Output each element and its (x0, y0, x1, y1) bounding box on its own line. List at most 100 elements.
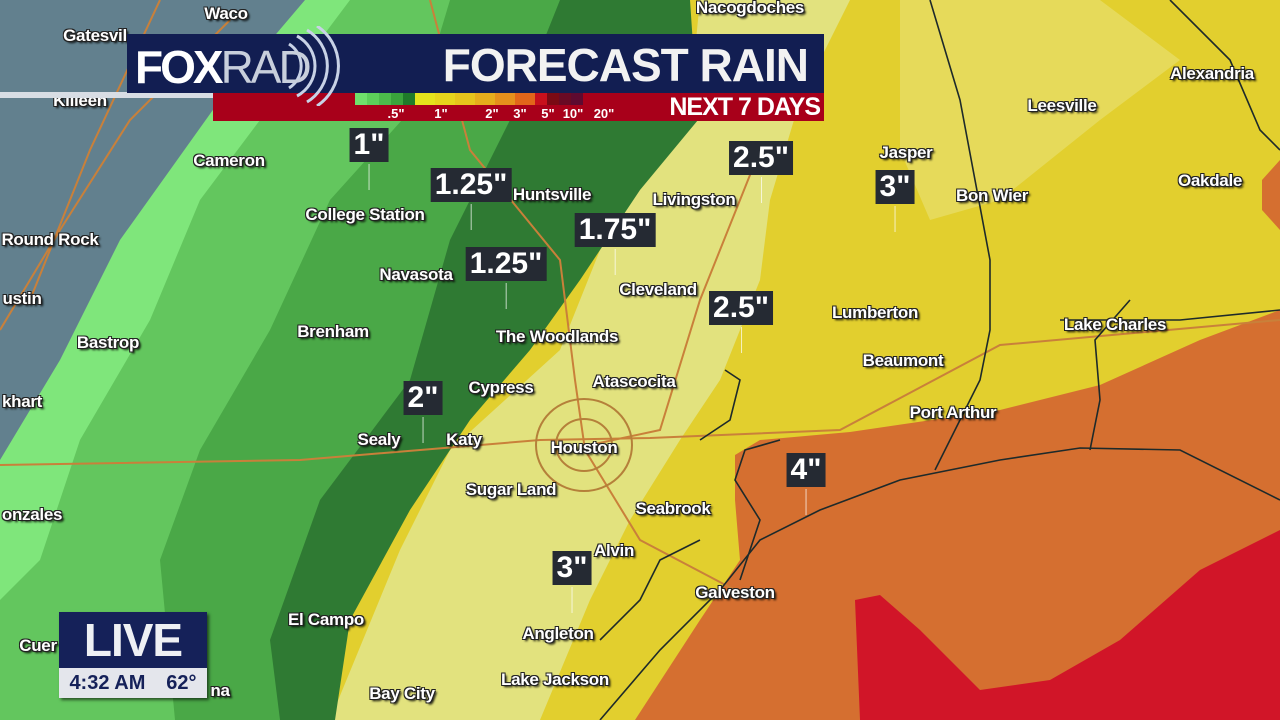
leader-line (761, 177, 762, 203)
city-label: Galveston (695, 583, 775, 602)
rain-total-value: 1" (349, 128, 389, 162)
time-temp-bar: 4:32 AM 62° (59, 668, 207, 698)
band-red-north (1262, 160, 1280, 230)
city-label: Bastrop (76, 333, 140, 352)
legend-swatch (403, 93, 415, 105)
leader-line (894, 206, 896, 232)
band-slate (0, 0, 305, 460)
city-label: Port Arthur (909, 403, 997, 422)
city-label: Livingston (652, 190, 736, 209)
city-label: Huntsville (512, 185, 592, 204)
legend-label: 1" (434, 106, 448, 121)
legend-swatch (455, 93, 475, 105)
legend-swatch (367, 93, 379, 105)
city-label: Alexandria (1170, 64, 1254, 83)
city-label: Bon Wier (955, 186, 1029, 205)
legend-swatch (495, 93, 515, 105)
city-label: Nacogdoches (695, 0, 805, 17)
forecast-header: FOXRAD FORECAST RAIN .5" 1" 2" 3" 5" 10"… (0, 26, 824, 122)
city-label: Waco (204, 4, 248, 23)
city-label: Cameron (193, 151, 265, 170)
rain-total-value: 3" (875, 170, 915, 204)
header-title-bar (127, 34, 824, 93)
city-label: El Campo (287, 610, 365, 629)
city-label: Alvin (593, 541, 635, 560)
city-label: Katy (446, 430, 482, 449)
legend-label: 5" (541, 106, 555, 121)
legend-swatch (515, 93, 535, 105)
rain-total: 2" (403, 381, 443, 443)
city-label: Leesville (1027, 96, 1097, 115)
rain-total-value: 1.25" (465, 247, 547, 281)
rain-total-value: 1.25" (430, 168, 512, 202)
header-accent-strip (0, 92, 213, 98)
legend-swatch (547, 93, 559, 105)
rain-total: 4" (786, 453, 826, 515)
city-label: onzales (1, 505, 63, 524)
city-label: Jasper (879, 143, 933, 162)
legend-swatch (571, 93, 583, 105)
city-label: Lake Jackson (501, 670, 609, 689)
band-red (855, 530, 1280, 720)
rain-total-value: 2.5" (729, 141, 793, 175)
city-label: Lumberton (831, 303, 919, 322)
legend-swatch (435, 93, 455, 105)
city-label: Bay City (369, 684, 435, 703)
city-label: Houston (550, 438, 618, 457)
legend-label: 3" (513, 106, 527, 121)
band-orange (635, 310, 1280, 720)
leader-line (615, 249, 616, 275)
city-label: Oakdale (1177, 171, 1243, 190)
leader-line (741, 327, 742, 353)
city-label: Gatesvil (63, 26, 127, 45)
legend-label: 2" (485, 106, 499, 121)
city-label: The Woodlands (495, 327, 619, 346)
leader-line (471, 204, 472, 230)
legend-swatch (475, 93, 495, 105)
rain-total: 3" (875, 170, 915, 232)
city-label: Beaumont (862, 351, 944, 370)
rain-total: 3" (552, 551, 592, 613)
live-label: LIVE (59, 612, 207, 668)
rain-total-value: 2" (403, 381, 443, 415)
logo-fox: FOX (135, 41, 224, 93)
city-label: Seabrook (635, 499, 711, 518)
legend-swatch (379, 93, 391, 105)
rain-total: 2.5" (709, 291, 773, 353)
rain-total: 1.75" (574, 213, 656, 275)
band-pale-yellow (330, 0, 850, 720)
legend-swatch (559, 93, 571, 105)
rain-total-value: 1.75" (574, 213, 656, 247)
rain-total: 1.25" (430, 168, 512, 230)
leader-line (422, 417, 424, 443)
city-label: Atascocita (592, 372, 676, 391)
rain-total-value: 3" (552, 551, 592, 585)
city-label: College Station (305, 205, 425, 224)
rain-total-value: 4" (786, 453, 826, 487)
rain-total-value: 2.5" (709, 291, 773, 325)
rain-legend-colorbar (355, 93, 583, 105)
city-label: ustin (2, 289, 42, 308)
city-label: Sealy (357, 430, 401, 449)
page-title: FORECAST RAIN (442, 39, 809, 91)
leader-line (571, 587, 573, 613)
rain-legend-labels: .5" 1" 2" 3" 5" 10" 20" (355, 106, 625, 121)
current-temperature: 62° (166, 671, 197, 694)
rain-total: 1" (349, 128, 389, 190)
current-time: 4:32 AM (69, 671, 146, 694)
city-label: Round Rock (1, 230, 99, 249)
legend-label: 10" (562, 106, 584, 121)
page-subtitle: NEXT 7 DAYS (669, 93, 821, 121)
legend-swatch (391, 93, 403, 105)
leader-line (368, 164, 370, 190)
houston-loops (535, 398, 633, 492)
rain-total: 1.25" (465, 247, 547, 309)
legend-swatch (355, 93, 367, 105)
city-label: Brenham (297, 322, 369, 341)
band-light-yellow-north (900, 0, 1180, 220)
legend-swatch (535, 93, 547, 105)
city-label: Cypress (468, 378, 534, 397)
legend-label: 20" (593, 106, 615, 121)
live-bug: LIVE 4:32 AM 62° (59, 612, 207, 698)
